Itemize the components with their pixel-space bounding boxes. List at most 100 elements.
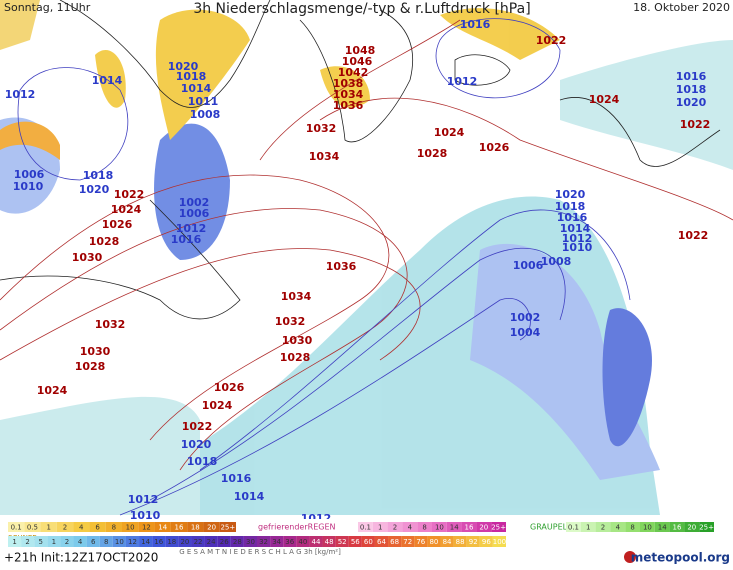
legend-swatch — [47, 536, 61, 547]
isobar-label-high: 1030 — [282, 334, 313, 347]
isobar-label-high: 1032 — [306, 122, 337, 135]
isobar-label-high: 1026 — [102, 218, 133, 231]
isobar-label-low: 1012 — [5, 88, 36, 101]
legend-step: 36 — [285, 538, 294, 546]
legend-swatch — [40, 522, 57, 532]
legend-step: 20 — [687, 524, 696, 532]
legend-step: 4 — [616, 524, 621, 532]
isobar-labels: 1048104610421038103410361032103410221024… — [5, 18, 711, 525]
legend-step: 12 — [142, 524, 151, 532]
isobar-label-low: 1006 — [14, 168, 45, 181]
legend-step: 8 — [112, 524, 116, 532]
legend-step: 14 — [450, 524, 459, 532]
legend-swatch — [446, 522, 462, 532]
legend-swatch — [217, 536, 231, 547]
isobar-label-high: 1034 — [281, 290, 312, 303]
legend-step: 2 — [25, 538, 29, 546]
legend-step: 25+ — [699, 524, 714, 532]
legend-swatch — [461, 522, 477, 532]
isobar-label-high: 1032 — [275, 315, 306, 328]
isobar-label-high: 1028 — [417, 147, 448, 160]
legend-swatch — [170, 522, 188, 532]
isobar-label-high: 1042 — [338, 66, 369, 79]
legend-step: 14 — [141, 538, 150, 546]
legend-swatch — [230, 536, 244, 547]
isobars — [0, 18, 733, 516]
isobar-label-high: 1026 — [214, 381, 245, 394]
legend-step: 18 — [167, 538, 176, 546]
legend-swatch — [8, 522, 25, 532]
isobar-label-low: 1018 — [83, 169, 114, 182]
isobar-label-low: 1020 — [79, 183, 110, 196]
legend-swatch — [466, 536, 480, 547]
isobar-label-low: 1014 — [234, 490, 265, 503]
legend-swatch — [432, 522, 447, 532]
footer-run: +21h Init:12Z17OCT2020 — [4, 551, 158, 565]
legend-step: 4 — [78, 538, 83, 546]
legend-swatch — [86, 536, 100, 547]
legend-swatch — [417, 522, 432, 532]
legend-swatch — [105, 522, 122, 532]
isobar-label-low: 1016 — [221, 472, 252, 485]
legend-step: 16 — [465, 524, 474, 532]
legend-step: 14 — [658, 524, 667, 532]
legend-step: 34 — [272, 538, 281, 546]
legend-step: 1 — [52, 538, 56, 546]
legend-step: 18 — [191, 524, 200, 532]
legend-swatch — [388, 536, 402, 547]
isobar-label-low: 1010 — [13, 180, 44, 193]
legend-swatch — [595, 522, 611, 532]
isobar-label-high: 1034 — [333, 88, 364, 101]
legend-step: 6 — [95, 524, 100, 532]
legend-freezing-label: gefrierenderREGEN — [258, 523, 336, 532]
header-date: 18. Oktober 2020 — [633, 1, 730, 14]
legend-step: 10 — [435, 524, 444, 532]
isobar-label-low: 1016 — [171, 233, 202, 246]
legend-swatch — [34, 536, 48, 547]
legend-step: 28 — [233, 538, 242, 546]
isobar-label-low: 1020 — [676, 96, 707, 109]
legend-swatch — [640, 522, 655, 532]
legend-step: 0.1 — [360, 524, 371, 532]
legend-swatch — [165, 536, 179, 547]
isobar-label-low: 1018 — [176, 70, 207, 83]
isobar-label-low: 1020 — [168, 60, 199, 73]
legend-swatch — [283, 536, 297, 547]
isobar-label-low: 1002 — [510, 311, 541, 324]
legend-swatch — [669, 522, 685, 532]
legend-swatch — [73, 522, 90, 532]
legend-step: 0.1 — [568, 524, 579, 532]
legend-step: 25+ — [220, 524, 235, 532]
isobar-label-low: 1012 — [447, 75, 478, 88]
legend-step: 4 — [79, 524, 84, 532]
legend-step: 88 — [456, 538, 465, 546]
isobar-label-low: 1010 — [130, 509, 161, 522]
legend-step: 20 — [207, 524, 216, 532]
isobar-label-high: 1038 — [333, 77, 364, 90]
legend-swatch — [479, 536, 493, 547]
header-title: 3h Niederschlagsmenge/-typ & r.Luftdruck… — [193, 1, 530, 17]
legend-step: 16 — [673, 524, 682, 532]
isobar-label-low: 1006 — [179, 207, 210, 220]
legend-step: 76 — [416, 538, 425, 546]
isobar-label-high: 1024 — [434, 126, 465, 139]
legend-step: 8 — [630, 524, 634, 532]
legend-swatch — [309, 536, 323, 547]
legend-step: 26 — [220, 538, 229, 546]
legend-swatch — [187, 522, 204, 532]
legend-step: 2 — [601, 524, 605, 532]
legend-step: 52 — [338, 538, 347, 546]
isobar-label-high: 1024 — [202, 399, 233, 412]
isobar-label-low: 1016 — [557, 211, 588, 224]
legend-step: 4 — [408, 524, 413, 532]
legend-swatch — [125, 536, 140, 547]
legend-swatch — [296, 536, 310, 547]
isobar-label-low: 1014 — [92, 74, 123, 87]
legend-step: 64 — [377, 538, 386, 546]
legend-step: 0.5 — [27, 524, 38, 532]
legend-swatch — [178, 536, 192, 547]
footer-brand: meteopool.org — [631, 551, 730, 565]
legend-swatch — [335, 536, 349, 547]
legend-swatch — [348, 536, 362, 547]
legend-graupel-label: GRAUPEL — [530, 523, 568, 532]
